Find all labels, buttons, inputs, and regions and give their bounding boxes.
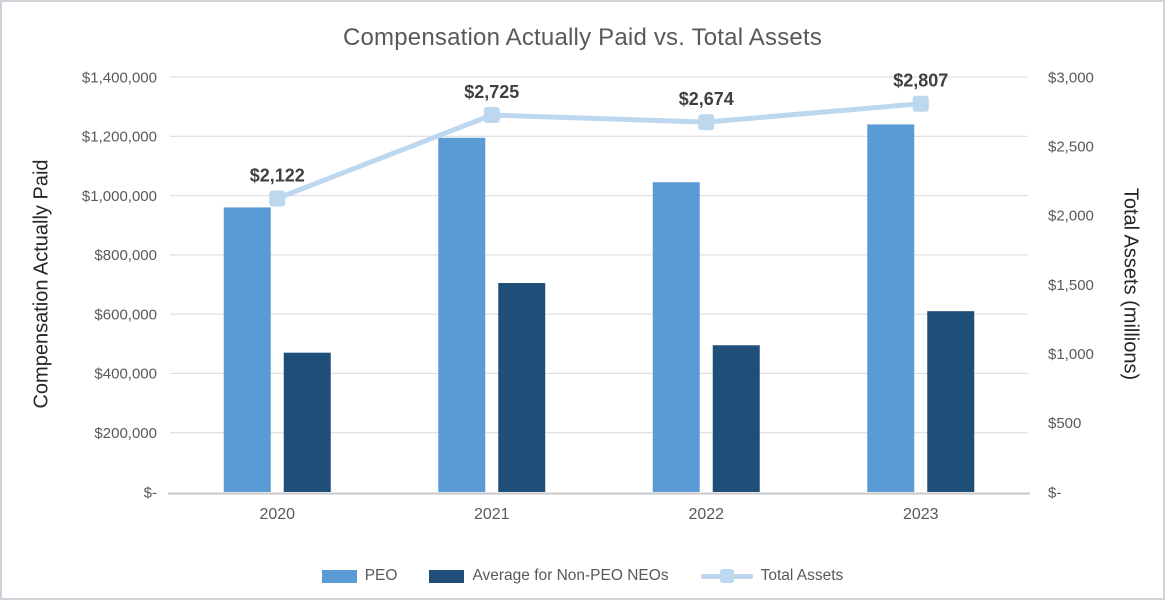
bar-non-peo-2021 xyxy=(498,283,546,492)
legend-label: Total Assets xyxy=(760,567,844,584)
bar-peo-2022 xyxy=(652,182,700,492)
legend-line-marker-icon xyxy=(719,569,734,583)
data-label-2021: $2,725 xyxy=(464,82,519,102)
legend-bar-swatch xyxy=(429,569,465,583)
legend-label: PEO xyxy=(364,567,398,584)
bar-non-peo-2020 xyxy=(283,352,331,492)
right-axis-tick-label: $1,000 xyxy=(1048,346,1094,363)
left-axis-tick-label: $200,000 xyxy=(94,425,157,442)
x-axis-tick-label: 2021 xyxy=(474,506,510,523)
left-axis-tick-label: $1,200,000 xyxy=(82,129,157,146)
left-axis-tick-label: $1,400,000 xyxy=(82,69,157,86)
x-axis-tick-label: 2023 xyxy=(903,506,939,523)
bar-peo-2020 xyxy=(223,207,271,492)
legend-item-average-for-non-peo-neos: Average for Non-PEO NEOs xyxy=(429,567,669,585)
total-assets-marker-2022 xyxy=(698,114,715,131)
bar-peo-2021 xyxy=(438,137,486,492)
total-assets-line xyxy=(274,101,924,201)
legend-item-total-assets: Total Assets xyxy=(700,567,844,585)
right-axis-tick-label: $2,000 xyxy=(1048,208,1094,225)
right-axis-tick-label: $2,500 xyxy=(1048,138,1094,155)
data-label-2023: $2,807 xyxy=(893,71,948,91)
legend-item-peo: PEO xyxy=(321,567,398,585)
left-axis-tick-label: $600,000 xyxy=(94,306,157,323)
total-assets-marker-2020 xyxy=(269,190,286,207)
left-axis-tick-label: $- xyxy=(144,484,157,501)
total-assets-marker-2021 xyxy=(483,107,500,124)
data-label-2020: $2,122 xyxy=(250,165,305,185)
bar-non-peo-2023 xyxy=(927,311,975,492)
bar-non-peo-2022 xyxy=(712,345,760,492)
right-axis-tick-label: $500 xyxy=(1048,415,1081,432)
total-assets-marker-2023 xyxy=(912,95,929,112)
legend: PEO Average for Non-PEO NEOs Total Assets xyxy=(2,567,1163,585)
right-axis-tick-label: $- xyxy=(1048,484,1061,501)
right-axis-tick-label: $3,000 xyxy=(1048,69,1094,86)
bar-peo-2023 xyxy=(867,124,915,492)
legend-line-swatch xyxy=(700,568,753,584)
left-axis-tick-label: $800,000 xyxy=(94,247,157,264)
data-label-2022: $2,674 xyxy=(679,89,734,109)
left-axis-tick-label: $400,000 xyxy=(94,366,157,383)
left-axis-tick-label: $1,000,000 xyxy=(82,188,157,205)
x-axis-tick-label: 2020 xyxy=(259,506,295,523)
legend-label: Average for Non-PEO NEOs xyxy=(472,567,669,584)
right-axis-tick-label: $1,500 xyxy=(1048,277,1094,294)
chart-title: Compensation Actually Paid vs. Total Ass… xyxy=(342,24,823,51)
legend-bar-swatch xyxy=(321,569,357,583)
x-axis-tick-label: 2022 xyxy=(688,506,724,523)
